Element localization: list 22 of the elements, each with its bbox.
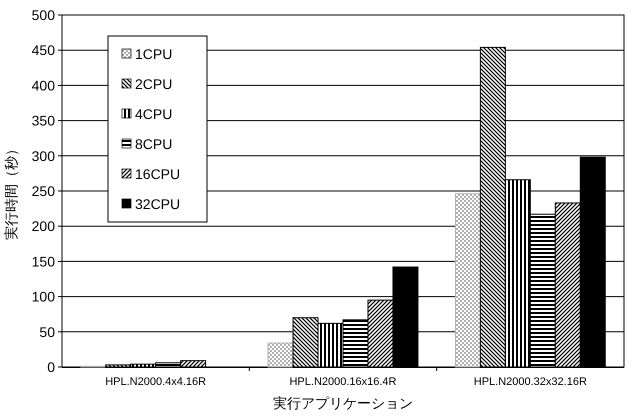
y-tick-label: 400 (32, 77, 56, 94)
y-tick-label: 150 (32, 253, 56, 270)
legend-label: 4CPU (135, 106, 172, 122)
y-tick-label: 500 (32, 7, 56, 23)
x-tick-label: HPL.N2000.32x32.16R (474, 376, 587, 388)
y-tick-label: 250 (32, 183, 56, 199)
y-tick-label: 200 (32, 218, 56, 234)
x-tick-label: HPL.N2000.4x4.16R (105, 376, 206, 388)
legend-label: 1CPU (135, 46, 172, 62)
x-axis-title: 実行アプリケーション (273, 395, 413, 411)
legend-label: 32CPU (135, 196, 180, 212)
x-tick-label: HPL.N2000.16x16.4R (289, 376, 397, 388)
y-tick-label: 50 (39, 324, 56, 340)
y-axis-title: 実行時間（秒） (3, 142, 19, 240)
y-tick-label: 350 (32, 112, 56, 129)
y-tick-label: 0 (47, 359, 56, 375)
y-tick-label: 450 (32, 42, 56, 58)
y-tick-label: 100 (32, 288, 56, 305)
legend-label: 8CPU (135, 136, 172, 152)
legend-label: 2CPU (135, 76, 172, 92)
y-tick-label: 300 (32, 148, 56, 164)
legend-label: 16CPU (135, 166, 180, 182)
